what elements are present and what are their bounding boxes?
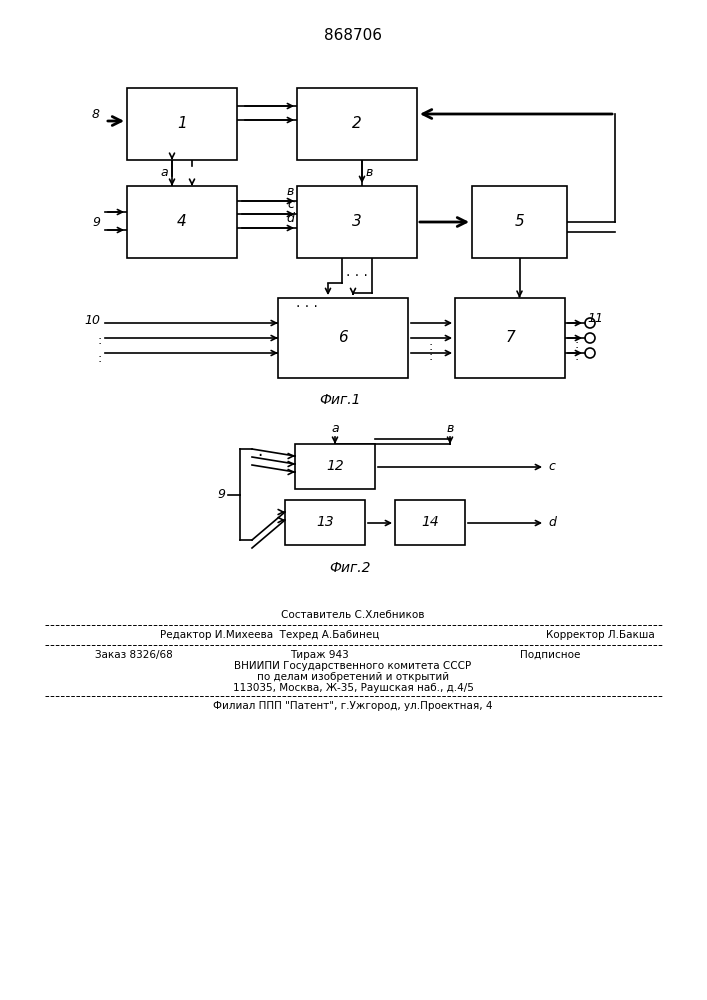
Text: с: с [548, 460, 555, 474]
Text: Фиг.1: Фиг.1 [320, 393, 361, 407]
Bar [455, 298, 565, 378]
Bar [285, 500, 365, 545]
Text: .: . [257, 442, 262, 460]
Text: 1: 1 [177, 116, 187, 131]
Text: 868706: 868706 [324, 28, 382, 43]
Text: :: : [98, 352, 102, 364]
Text: 8: 8 [92, 107, 100, 120]
Text: Корректор Л.Бакша: Корректор Л.Бакша [547, 630, 655, 640]
Text: :: : [98, 334, 102, 347]
Text: 12: 12 [326, 460, 344, 474]
Text: 5: 5 [515, 215, 525, 230]
Text: в: в [366, 166, 373, 180]
Text: 14: 14 [421, 516, 439, 530]
Text: Тираж 943: Тираж 943 [290, 650, 349, 660]
Text: 113035, Москва, Ж-35, Раушская наб., д.4/5: 113035, Москва, Ж-35, Раушская наб., д.4… [233, 683, 474, 693]
Text: Редактор И.Михеева  Техред А.Бабинец: Редактор И.Михеева Техред А.Бабинец [160, 630, 380, 640]
Text: Фиг.2: Фиг.2 [329, 561, 370, 575]
Text: 10: 10 [84, 314, 100, 326]
Text: d: d [286, 212, 294, 225]
Text: :: : [429, 340, 433, 353]
Text: :: : [575, 350, 579, 362]
Bar [127, 186, 237, 258]
Text: Составитель С.Хлебников: Составитель С.Хлебников [281, 610, 425, 620]
Text: 11: 11 [587, 312, 603, 324]
Bar [395, 500, 465, 545]
Text: ВНИИПИ Государственного комитета СССР: ВНИИПИ Государственного комитета СССР [235, 661, 472, 671]
Bar [472, 186, 567, 258]
Text: Заказ 8326/68: Заказ 8326/68 [95, 650, 173, 660]
Text: :: : [575, 338, 579, 352]
Text: в: в [286, 185, 294, 198]
Text: 2: 2 [352, 116, 362, 131]
Bar [278, 298, 408, 378]
Text: Подписное: Подписное [520, 650, 580, 660]
Text: с: с [287, 198, 294, 211]
Bar [295, 444, 375, 489]
Text: а: а [331, 422, 339, 435]
Text: d: d [548, 516, 556, 530]
Text: 6: 6 [338, 330, 348, 346]
Text: Филиал ППП "Патент", г.Ужгород, ул.Проектная, 4: Филиал ППП "Патент", г.Ужгород, ул.Проек… [214, 701, 493, 711]
Text: 13: 13 [316, 516, 334, 530]
Text: 3: 3 [352, 215, 362, 230]
Text: а: а [160, 166, 168, 180]
Text: 9: 9 [217, 488, 225, 501]
Bar [127, 88, 237, 160]
Text: 9: 9 [92, 216, 100, 229]
Text: . . .: . . . [346, 265, 368, 279]
Text: в: в [446, 422, 454, 435]
Text: . . .: . . . [296, 296, 318, 310]
Text: 7: 7 [505, 330, 515, 346]
Bar [297, 186, 417, 258]
Bar [297, 88, 417, 160]
Text: по делам изобретений и открытий: по делам изобретений и открытий [257, 672, 449, 682]
Text: :: : [429, 351, 433, 363]
Text: 4: 4 [177, 215, 187, 230]
